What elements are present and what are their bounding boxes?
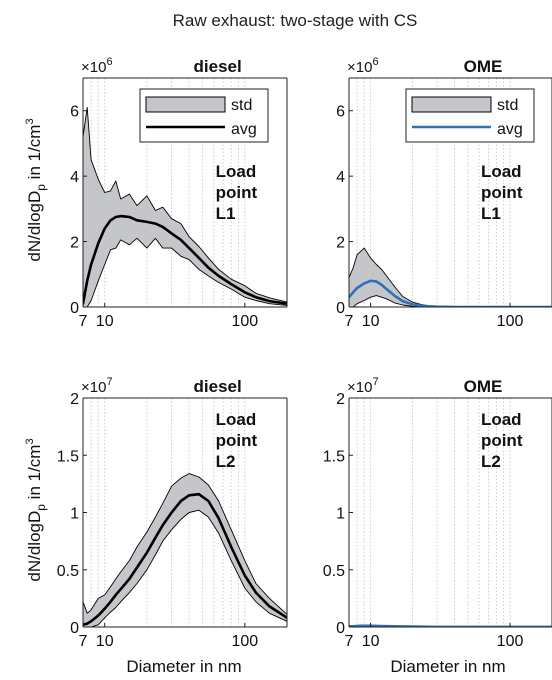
y-tick-label-row1-left-0: 0 xyxy=(70,300,79,317)
ylabel-row2: dN/dlogDp in 1/cm3 xyxy=(24,438,48,581)
series-std-band-row1-right xyxy=(349,247,552,307)
annotation-line-row2-left-2: L2 xyxy=(216,452,236,471)
panel-title-row1-left: diesel xyxy=(194,57,242,76)
annotation-line-row1-right-1: point xyxy=(481,183,523,202)
y-tick-label-row1-right-2: 4 xyxy=(336,169,345,186)
y-tick-label-row2-right-3: 1.5 xyxy=(323,448,345,465)
annotation-line-row2-left-0: Load xyxy=(216,410,257,429)
ylabel-row1-main: dN/dlogD xyxy=(25,191,44,262)
y-tick-label-row1-right-1: 2 xyxy=(336,235,345,252)
panel-title-row1-right: OME xyxy=(464,57,503,76)
y-tick-label-row2-left-1: 0.5 xyxy=(57,563,79,580)
annotation-line-row1-right-2: L1 xyxy=(481,204,501,223)
figure-title: Raw exhaust: two-stage with CS xyxy=(173,11,418,30)
data-row2-left xyxy=(83,473,287,627)
y-tick-label-row1-left-1: 2 xyxy=(70,235,79,252)
ylabel-row2-main: dN/dlogD xyxy=(25,511,44,582)
series-avg-line-row2-left xyxy=(83,492,287,626)
y-tick-label-row2-right-0: 0 xyxy=(336,620,345,637)
annotation-line-row1-left-2: L1 xyxy=(216,204,236,223)
ylabel-row2-sub: p xyxy=(34,504,48,511)
x-tick-label-row1-right-1: 10 xyxy=(362,313,380,330)
x-tick-label-row1-right-0: 7 xyxy=(345,313,354,330)
y-tick-label-row1-left-3: 6 xyxy=(70,104,79,121)
legend-std-swatch-row1-right xyxy=(411,96,492,113)
legend-avg-label-row1-right: avg xyxy=(497,121,523,138)
scale-exponent-base-row1-right: ×10 xyxy=(347,59,372,76)
annotation-line-row2-right-2: L2 xyxy=(481,452,501,471)
y-tick-label-row2-left-3: 1.5 xyxy=(57,448,79,465)
scale-exponent-base-row2-left: ×10 xyxy=(81,379,106,396)
legend-row1-left: std avg xyxy=(139,88,269,143)
scale-exponent-row1-left: ×106 xyxy=(81,56,113,76)
panel-title-row2-left: diesel xyxy=(194,377,242,396)
ylabel-row2-sup: 3 xyxy=(24,438,36,444)
legend-row1-right: std avg xyxy=(405,88,535,143)
xlabel-left: Diameter in nm xyxy=(126,657,241,676)
series-avg-line-row1-left xyxy=(83,214,287,305)
x-tick-label-row2-left-2: 100 xyxy=(231,633,258,650)
x-tick-label-row2-right-2: 100 xyxy=(497,633,524,650)
scale-exponent-row1-right: ×106 xyxy=(347,56,379,76)
annotation-line-row2-right-0: Load xyxy=(481,410,522,429)
scale-exponent-row2-right: ×107 xyxy=(347,376,379,396)
series-avg-line-row1-right xyxy=(349,279,552,307)
annotation-line-row1-right-0: Load xyxy=(481,162,522,181)
x-tick-label-row2-left-0: 7 xyxy=(79,633,88,650)
y-tick-label-row2-left-2: 1 xyxy=(70,506,79,523)
legend-box-row1-right xyxy=(405,88,535,143)
scale-exponent-base-row1-left: ×10 xyxy=(81,59,106,76)
scale-exponent-power-row1-right: 6 xyxy=(372,56,378,68)
x-tick-label-row1-left-1: 10 xyxy=(96,313,114,330)
scale-exponent-row2-left: ×107 xyxy=(81,376,113,396)
legend-std-label-row1-right: std xyxy=(497,97,518,114)
y-tick-label-row2-left-0: 0 xyxy=(70,620,79,637)
x-tick-label-row1-left-2: 100 xyxy=(231,313,258,330)
y-tick-label-row2-right-2: 1 xyxy=(336,506,345,523)
scale-exponent-power-row1-left: 6 xyxy=(106,56,112,68)
x-tick-label-row1-right-2: 100 xyxy=(497,313,524,330)
legend-std-label-row1-left: std xyxy=(231,97,252,114)
x-tick-label-row2-left-1: 10 xyxy=(96,633,114,650)
y-tick-label-row1-right-0: 0 xyxy=(336,300,345,317)
ylabel-row1-sub: p xyxy=(34,184,48,191)
y-tick-label-row2-right-4: 2 xyxy=(336,391,345,408)
data-row1-left xyxy=(83,106,287,307)
plot-area-row2-right xyxy=(349,398,552,627)
y-tick-label-row2-right-1: 0.5 xyxy=(323,563,345,580)
ylabel-row1-tail: in 1/cm xyxy=(25,125,44,185)
y-tick-label-row1-left-2: 4 xyxy=(70,169,79,186)
data-row1-right xyxy=(349,247,552,307)
x-tick-label-row1-left-0: 7 xyxy=(79,313,88,330)
ylabel-row1: dN/dlogDp in 1/cm3 xyxy=(24,118,48,261)
ylabel-row2-tail: in 1/cm xyxy=(25,445,44,505)
x-tick-label-row2-right-0: 7 xyxy=(345,633,354,650)
annotation-line-row2-right-1: point xyxy=(481,431,523,450)
annotation-line-row1-left-1: point xyxy=(216,183,258,202)
y-tick-label-row1-right-3: 6 xyxy=(336,104,345,121)
annotation-line-row1-left-0: Load xyxy=(216,162,257,181)
series-std-band-row1-left xyxy=(83,106,287,307)
panel-title-row2-right: OME xyxy=(464,377,503,396)
scale-exponent-power-row2-left: 7 xyxy=(106,376,112,388)
ylabel-row1-sup: 3 xyxy=(24,118,36,124)
xlabel-right: Diameter in nm xyxy=(390,657,505,676)
annotation-line-row2-left-1: point xyxy=(216,431,258,450)
x-tick-label-row2-right-1: 10 xyxy=(362,633,380,650)
scale-exponent-base-row2-right: ×10 xyxy=(347,379,372,396)
legend-std-swatch-row1-left xyxy=(145,96,226,113)
y-tick-label-row2-left-4: 2 xyxy=(70,391,79,408)
legend-avg-label-row1-left: avg xyxy=(231,121,257,138)
scale-exponent-power-row2-right: 7 xyxy=(372,376,378,388)
